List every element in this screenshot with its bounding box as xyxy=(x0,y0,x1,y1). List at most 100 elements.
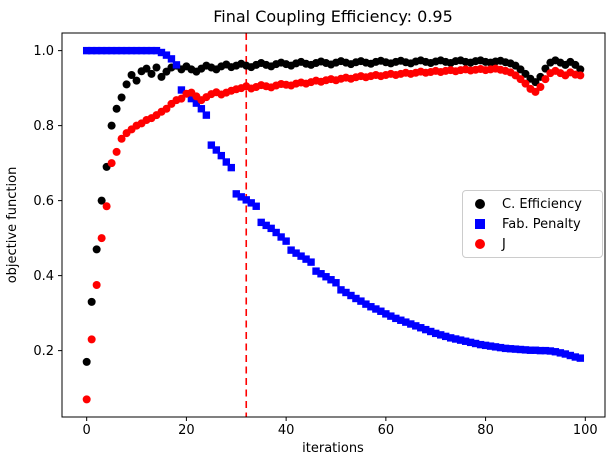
scatter-point-fab-penalty xyxy=(242,196,250,204)
scatter-point-c-efficiency xyxy=(117,93,126,102)
scatter-point-fab-penalty xyxy=(476,340,485,349)
scatter-point-fab-penalty xyxy=(267,224,275,233)
scatter-point-fab-penalty xyxy=(506,345,515,353)
scatter-point-fab-penalty xyxy=(287,246,295,254)
scatter-point-j xyxy=(112,147,121,156)
x-axis-label: iterations xyxy=(302,441,364,456)
scatter-point-fab-penalty xyxy=(531,346,540,354)
scatter-point-fab-penalty xyxy=(317,270,325,278)
scatter-point-fab-penalty xyxy=(272,228,280,237)
scatter-point-c-efficiency xyxy=(97,196,106,205)
scatter-point-fab-penalty xyxy=(427,327,435,336)
legend-item-fab-penalty: Fab. Penalty xyxy=(463,214,602,234)
scatter-point-fab-penalty xyxy=(357,297,365,305)
scatter-point-fab-penalty xyxy=(252,202,260,210)
scatter-point-fab-penalty xyxy=(167,55,176,63)
legend-item-c-efficiency: C. Efficiency xyxy=(463,194,602,214)
legend-label: C. Efficiency xyxy=(502,196,582,212)
scatter-point-fab-penalty xyxy=(207,141,216,149)
x-tick-label: 20 xyxy=(178,423,195,438)
scatter-point-fab-penalty xyxy=(446,334,455,342)
scatter-point-fab-penalty xyxy=(152,46,161,55)
scatter-point-fab-penalty xyxy=(437,331,445,339)
scatter-point-fab-penalty xyxy=(292,249,300,257)
scatter-point-fab-penalty xyxy=(302,255,310,263)
scatter-point-c-efficiency xyxy=(152,63,161,72)
scatter-point-j xyxy=(102,202,111,211)
scatter-point-fab-penalty xyxy=(132,46,141,55)
scatter-point-j xyxy=(162,104,171,113)
scatter-point-c-efficiency xyxy=(92,245,101,254)
scatter-point-fab-penalty xyxy=(362,300,370,308)
scatter-point-fab-penalty xyxy=(571,353,580,361)
scatter-point-fab-penalty xyxy=(392,314,400,323)
scatter-point-fab-penalty xyxy=(342,288,350,297)
scatter-point-j xyxy=(177,94,186,103)
scatter-point-fab-penalty xyxy=(461,337,470,345)
y-tick-label: 0.2 xyxy=(33,344,54,359)
scatter-point-fab-penalty xyxy=(526,346,535,354)
scatter-point-fab-penalty xyxy=(222,158,230,166)
scatter-point-fab-penalty xyxy=(496,343,505,352)
scatter-point-fab-penalty xyxy=(197,105,206,113)
scatter-point-fab-penalty xyxy=(262,221,270,230)
scatter-point-j xyxy=(82,395,91,404)
scatter-point-fab-penalty xyxy=(387,312,395,320)
scatter-point-c-efficiency xyxy=(576,65,585,74)
scatter-point-c-efficiency xyxy=(107,121,116,130)
scatter-point-fab-penalty xyxy=(82,46,91,55)
scatter-point-fab-penalty xyxy=(232,190,240,198)
scatter-point-fab-penalty xyxy=(102,46,111,55)
scatter-point-fab-penalty xyxy=(347,291,355,300)
scatter-point-j xyxy=(576,71,585,80)
scatter-point-j xyxy=(87,335,96,344)
scatter-point-fab-penalty xyxy=(277,233,285,241)
x-tick-label: 60 xyxy=(378,423,395,438)
x-tick-label: 80 xyxy=(477,423,494,438)
scatter-point-fab-penalty xyxy=(566,351,575,360)
scatter-point-fab-penalty xyxy=(516,345,525,354)
scatter-point-fab-penalty xyxy=(147,46,156,55)
scatter-point-c-efficiency xyxy=(521,69,530,78)
scatter-point-fab-penalty xyxy=(112,46,121,55)
scatter-point-fab-penalty xyxy=(521,346,530,354)
scatter-point-j xyxy=(92,281,101,289)
scatter-point-fab-penalty xyxy=(397,316,405,324)
y-tick-label: 0.6 xyxy=(33,194,54,209)
scatter-point-fab-penalty xyxy=(441,332,450,341)
scatter-point-fab-penalty xyxy=(471,339,480,348)
scatter-point-fab-penalty xyxy=(87,46,96,55)
scatter-point-fab-penalty xyxy=(402,318,410,326)
red-circle-marker-icon xyxy=(475,239,485,249)
scatter-point-fab-penalty xyxy=(511,345,520,353)
scatter-point-j xyxy=(117,134,126,143)
axes-area: 0 20 40 60 80 100 0.2 0.4 0.6 0.8 1.0 xyxy=(33,32,606,438)
scatter-point-fab-penalty xyxy=(491,343,500,351)
scatter-point-fab-penalty xyxy=(367,303,375,311)
scatter-point-c-efficiency xyxy=(82,357,91,366)
scatter-point-fab-penalty xyxy=(247,199,255,207)
scatter-point-j xyxy=(521,79,530,88)
scatter-point-fab-penalty xyxy=(432,329,440,338)
scatter-point-fab-penalty xyxy=(297,252,305,260)
scatter-point-fab-penalty xyxy=(456,336,465,344)
plot-border xyxy=(61,32,606,418)
scatter-point-fab-penalty xyxy=(172,61,181,69)
legend-item-j: J xyxy=(463,234,602,254)
scatter-point-fab-penalty xyxy=(257,218,265,227)
scatter-point-fab-penalty xyxy=(556,349,565,357)
y-axis-label: objective function xyxy=(5,167,20,284)
scatter-point-fab-penalty xyxy=(107,46,116,55)
scatter-point-fab-penalty xyxy=(417,324,425,332)
legend-label: Fab. Penalty xyxy=(502,216,581,232)
scatter-point-fab-penalty xyxy=(407,320,415,328)
scatter-point-fab-penalty xyxy=(142,46,151,55)
scatter-point-fab-penalty xyxy=(541,346,550,355)
scatter-point-fab-penalty xyxy=(92,46,101,55)
scatter-point-c-efficiency xyxy=(132,76,141,85)
scatter-point-j xyxy=(107,159,116,168)
scatter-point-fab-penalty xyxy=(561,350,570,358)
scatter-point-fab-penalty xyxy=(282,237,290,245)
scatter-point-fab-penalty xyxy=(202,111,211,119)
